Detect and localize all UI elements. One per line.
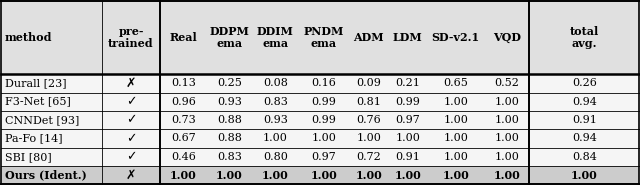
Text: total
avg.: total avg. [570,26,599,49]
Text: 1.00: 1.00 [312,133,336,143]
Text: ✗: ✗ [125,77,136,90]
Text: 1.00: 1.00 [394,170,421,181]
Text: 0.91: 0.91 [572,115,597,125]
Text: method: method [4,32,52,43]
Bar [1,166,639,184]
Text: 1.00: 1.00 [396,133,420,143]
Text: ADM: ADM [353,32,384,43]
Text: ✓: ✓ [125,132,136,145]
Text: 0.84: 0.84 [572,152,597,162]
Text: 0.72: 0.72 [356,152,381,162]
Text: 1.00: 1.00 [355,170,382,181]
Text: 1.00: 1.00 [494,97,519,107]
Text: 1.00: 1.00 [216,170,243,181]
Text: 0.08: 0.08 [263,78,288,88]
Text: 0.97: 0.97 [312,152,336,162]
Text: 0.21: 0.21 [396,78,420,88]
Text: VQD: VQD [493,32,521,43]
Text: ✓: ✓ [125,114,136,127]
Text: 0.81: 0.81 [356,97,381,107]
Text: 0.94: 0.94 [572,133,597,143]
Text: 0.65: 0.65 [444,78,468,88]
Text: 1.00: 1.00 [444,97,468,107]
Text: 0.73: 0.73 [171,115,196,125]
Text: 1.00: 1.00 [444,152,468,162]
Text: 1.00: 1.00 [263,133,288,143]
Text: LDM: LDM [393,32,422,43]
Text: 1.00: 1.00 [356,133,381,143]
Text: 1.00: 1.00 [494,152,519,162]
Text: Durall [23]: Durall [23] [4,78,66,88]
Text: ✗: ✗ [125,169,136,182]
Text: 0.26: 0.26 [572,78,597,88]
Text: Pa-Fo [14]: Pa-Fo [14] [4,133,62,143]
Text: 0.67: 0.67 [171,133,196,143]
Text: 1.00: 1.00 [444,133,468,143]
Text: 1.00: 1.00 [444,115,468,125]
Text: 0.94: 0.94 [572,97,597,107]
Text: 0.25: 0.25 [217,78,242,88]
Text: 0.16: 0.16 [312,78,336,88]
Text: DDPM
ema: DDPM ema [209,26,249,49]
Text: 0.99: 0.99 [396,97,420,107]
Text: 0.99: 0.99 [312,115,336,125]
Text: 0.09: 0.09 [356,78,381,88]
Text: Ours (Ident.): Ours (Ident.) [4,170,86,181]
Text: pre-
trained: pre- trained [108,26,154,49]
Text: 1.00: 1.00 [262,170,289,181]
Text: 1.00: 1.00 [493,170,520,181]
Text: 1.00: 1.00 [170,170,196,181]
Text: 1.00: 1.00 [494,115,519,125]
Text: 0.88: 0.88 [217,133,242,143]
Text: SD-v2.1: SD-v2.1 [431,32,480,43]
Text: 0.83: 0.83 [263,97,288,107]
Text: ✓: ✓ [125,95,136,108]
Bar [1,1,639,74]
Text: 0.83: 0.83 [217,152,242,162]
Text: 0.76: 0.76 [356,115,381,125]
Text: 1.00: 1.00 [571,170,598,181]
Text: 0.88: 0.88 [217,115,242,125]
Text: 0.93: 0.93 [263,115,288,125]
Text: 0.91: 0.91 [396,152,420,162]
Text: 0.96: 0.96 [171,97,196,107]
Bar [1,74,639,166]
Text: 0.80: 0.80 [263,152,288,162]
Text: 0.97: 0.97 [396,115,420,125]
Text: DDIM
ema: DDIM ema [257,26,294,49]
Text: 0.99: 0.99 [312,97,336,107]
Text: ✓: ✓ [125,150,136,163]
Text: 1.00: 1.00 [442,170,469,181]
Text: 1.00: 1.00 [310,170,337,181]
Text: F3-Net [65]: F3-Net [65] [4,97,70,107]
Text: CNNDet [93]: CNNDet [93] [4,115,79,125]
Text: 0.13: 0.13 [171,78,196,88]
Text: PNDM
ema: PNDM ema [303,26,344,49]
Text: SBI [80]: SBI [80] [4,152,51,162]
Text: 0.46: 0.46 [171,152,196,162]
Text: 0.52: 0.52 [494,78,519,88]
Text: Real: Real [170,32,197,43]
Text: 1.00: 1.00 [494,133,519,143]
Text: 0.93: 0.93 [217,97,242,107]
